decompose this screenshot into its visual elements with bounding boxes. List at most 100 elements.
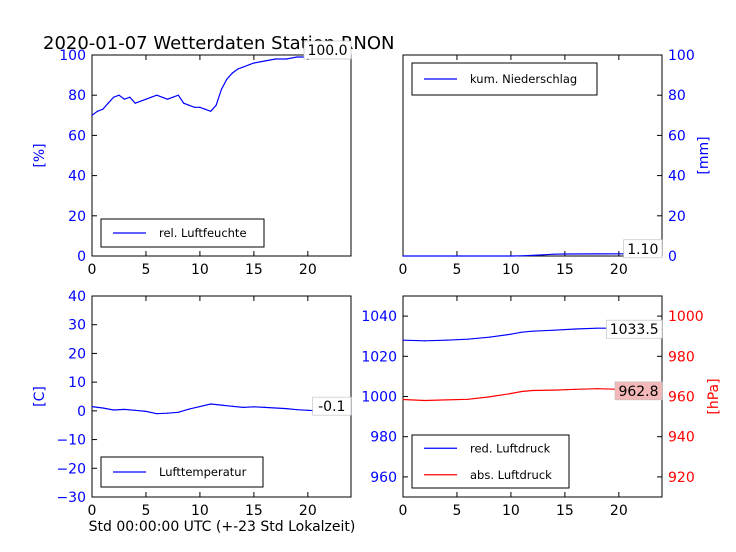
pressure-right-ytick-label: 960 [668,390,695,406]
pressure-panel: 0 5 10 15 20 960 980 1000 1020 1040 920 940 960 980 10… [361,295,722,519]
humidity-data-point [177,94,179,96]
temperature-ytick-label: −30 [56,490,86,506]
humidity-data-point [91,114,93,116]
temperature-data-point [177,411,179,413]
temperature-value-label-bg [312,396,352,416]
humidity-data-point [107,102,109,104]
temperature-data-point [166,412,169,414]
precip-data-point [510,255,512,257]
pressure-data-point [423,340,426,342]
precip-xtick-label: 15 [556,262,574,278]
humidity-data-point [123,98,125,100]
temperature-data-point [156,413,158,415]
precip-xtick-label: 0 [399,262,408,278]
temperature-xtick-label: 0 [88,503,97,519]
precip-ytick-label: 0 [668,249,677,265]
pressure-data-point [531,330,534,332]
pressure-xtick-label: 5 [452,503,461,519]
humidity-data-point [156,94,158,96]
humidity-xtick-label: 5 [141,262,150,278]
precip-ytick-label: 20 [668,209,686,225]
pressure-data-point [510,333,512,335]
temperature-data-point [285,407,287,410]
humidity-data-point [145,98,147,100]
pressure-data-point [445,339,447,341]
temperature-data-point [274,407,277,409]
humidity-data-point [199,106,201,108]
temperature-data-point [307,409,309,411]
humidity-data-point [274,58,277,60]
pressure-value-label: 1033.5 [610,322,659,338]
pressure-data-point [575,328,577,330]
temperature-data-point [112,409,115,411]
precip-data-point [564,253,566,255]
pressure-right-ytick-label: 940 [668,430,695,446]
temperature-legend-label: Lufttemperatur [159,465,247,479]
humidity-data-point [210,110,212,112]
humidity-data-point [112,96,115,98]
temperature-data-point [220,404,223,406]
precip-ylabel: [mm] [696,136,712,174]
precip-data-point [531,254,534,256]
pressure-value-label: 962.8 [618,384,658,400]
pressure-xtick-label: 0 [399,503,408,519]
humidity-data-point [102,108,104,110]
temperature-data-point [296,409,298,411]
pressure-data-point [553,389,555,391]
temperature-ytick-label: −10 [56,433,86,449]
humidity-data-point [118,94,120,96]
pressure-left-ytick-label: 960 [370,470,397,486]
humidity-ytick-label: 20 [68,209,86,225]
pressure-data-point [553,329,555,331]
precip-xtick-label: 20 [610,262,628,278]
temperature-plot-frame [91,295,352,498]
pressure-value-label-bg [606,319,663,339]
temperature-xtick-label: 10 [191,503,209,519]
humidity-data-point [296,56,298,58]
humidity-data-point [129,96,131,98]
pressure-data-point [531,389,534,392]
humidity-legend-label: rel. Luftfeuchte [159,226,247,240]
temperature-data-point [231,405,233,407]
humidity-data-point [134,102,136,104]
pressure-xtick-label: 10 [502,503,520,519]
precip-data-point [542,254,544,256]
precip-xtick-label: 5 [452,262,461,278]
humidity-xtick-label: 20 [299,262,317,278]
temperature-data-point [253,406,255,408]
humidity-data-point [96,110,98,112]
humidity-data-point [237,68,239,70]
precip-value-label: 1.10 [627,242,658,258]
pressure-data-point [521,390,523,393]
pressure-data-point [402,398,404,401]
precip-ytick-label: 40 [668,169,686,185]
temperature-xtick-label: 15 [245,503,263,519]
humidity-data-point [150,96,152,98]
temperature-xtick-label: 5 [141,503,150,519]
pressure-legend-box [411,434,570,489]
temperature-ytick-label: 40 [68,289,86,305]
temperature-data-point [102,407,104,409]
pressure-data-point [445,399,447,401]
temperature-ytick-label: 0 [77,404,86,420]
temperature-ytick-label: 10 [68,375,86,391]
precip-data-point [553,253,555,255]
humidity-data-point [231,72,233,74]
humidity-data-point [139,100,142,102]
humidity-panel: 0 5 10 15 20 0 20 40 60 80 100 [%] 100.0 rel. Luftfeu… [32,40,352,278]
humidity-data-point [161,96,163,98]
temperature-data-point [145,410,147,413]
humidity-xtick-label: 0 [88,262,97,278]
temperature-ylabel: [C] [32,386,48,407]
humidity-data-point [204,108,206,110]
temperature-ytick-label: 30 [68,318,86,334]
humidity-ytick-label: 100 [59,48,86,64]
figure-xlabel: Std 00:00:00 UTC (+-23 Std Lokalzeit) [89,519,356,535]
humidity-data-point [183,102,185,104]
pressure-legend-label: abs. Luftdruck [470,468,552,482]
pressure-data-point [510,392,512,395]
precip-data-point [521,255,523,257]
humidity-ytick-label: 60 [68,128,86,144]
